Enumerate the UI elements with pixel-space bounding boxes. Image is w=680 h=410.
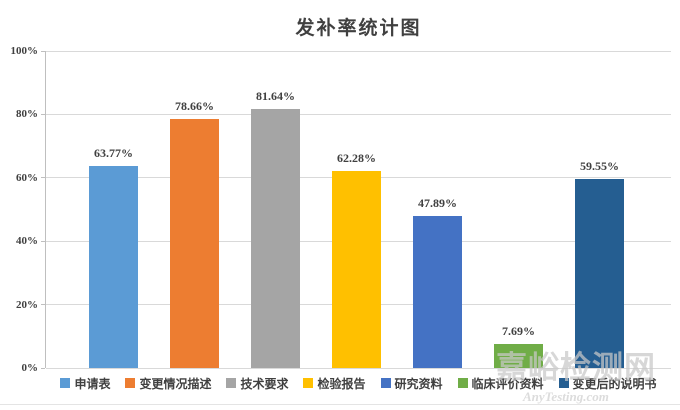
gridline: [46, 367, 671, 369]
legend-label: 检验报告: [317, 376, 366, 391]
legend-marker-icon: [226, 378, 237, 388]
chart-legend: 申请表 变更情况描述 技术要求 检验报告 研究资料 临床评价资料 变更后的说明书: [46, 374, 671, 392]
legend-marker-icon: [380, 378, 391, 388]
legend-label: 临床评价资料: [471, 376, 544, 391]
bar-value-label: 81.64%: [256, 89, 295, 104]
y-axis-tick: [41, 367, 45, 369]
y-axis-line: [45, 51, 46, 368]
gridline: [46, 113, 671, 115]
y-axis-tick: [41, 177, 45, 179]
legend-item: 变更情况描述: [125, 375, 211, 392]
legend-label: 变更情况描述: [139, 376, 212, 391]
chart-title: 发补率统计图: [295, 18, 422, 39]
legend-item: 申请表: [60, 375, 110, 392]
legend-item: 研究资料: [380, 375, 443, 392]
bottom-divider: [0, 404, 680, 405]
legend-marker-icon: [558, 378, 569, 388]
bar-3: [251, 109, 300, 368]
legend-marker-icon: [60, 378, 71, 388]
gridline: [46, 50, 671, 52]
y-axis-label: 60%: [16, 171, 38, 184]
bar-1: [89, 165, 138, 368]
bar-value-label: 7.69%: [502, 323, 535, 338]
y-axis-label: 20%: [16, 298, 38, 311]
legend-marker-icon: [457, 378, 468, 388]
legend-label: 变更后的说明书: [572, 376, 657, 391]
bar-4: [332, 170, 381, 368]
bar-2: [170, 118, 219, 368]
legend-marker-icon: [303, 378, 314, 388]
y-axis-tick: [41, 304, 45, 306]
legend-item: 变更后的说明书: [558, 375, 657, 392]
legend-item: 检验报告: [303, 375, 366, 392]
legend-marker-icon: [125, 378, 136, 388]
y-axis-label: 100%: [10, 45, 39, 57]
y-axis-tick: [41, 113, 45, 115]
legend-label: 技术要求: [240, 376, 289, 391]
y-axis-label: 80%: [16, 108, 38, 121]
bar-value-label: 78.66%: [175, 98, 214, 113]
bar-value-label: 59.55%: [580, 159, 619, 174]
bar-7: [575, 179, 624, 368]
bar-value-label: 62.28%: [337, 150, 376, 165]
y-axis-tick: [41, 50, 45, 52]
legend-label: 申请表: [74, 376, 111, 391]
y-axis-label: 0%: [21, 362, 39, 374]
bar-value-label: 47.89%: [418, 196, 457, 211]
bar-6: [494, 343, 543, 368]
legend-label: 研究资料: [394, 376, 443, 391]
y-axis-label: 40%: [16, 235, 38, 248]
y-axis-tick: [41, 240, 45, 242]
bar-5: [413, 216, 462, 368]
plot-area: 0% 20% 40% 60% 80% 100% 63.77% 78.66% 81.64% 62.2…: [11, 45, 671, 374]
bar-value-label: 63.77%: [94, 145, 133, 160]
legend-item: 临床评价资料: [457, 375, 544, 392]
legend-item: 技术要求: [226, 375, 288, 392]
